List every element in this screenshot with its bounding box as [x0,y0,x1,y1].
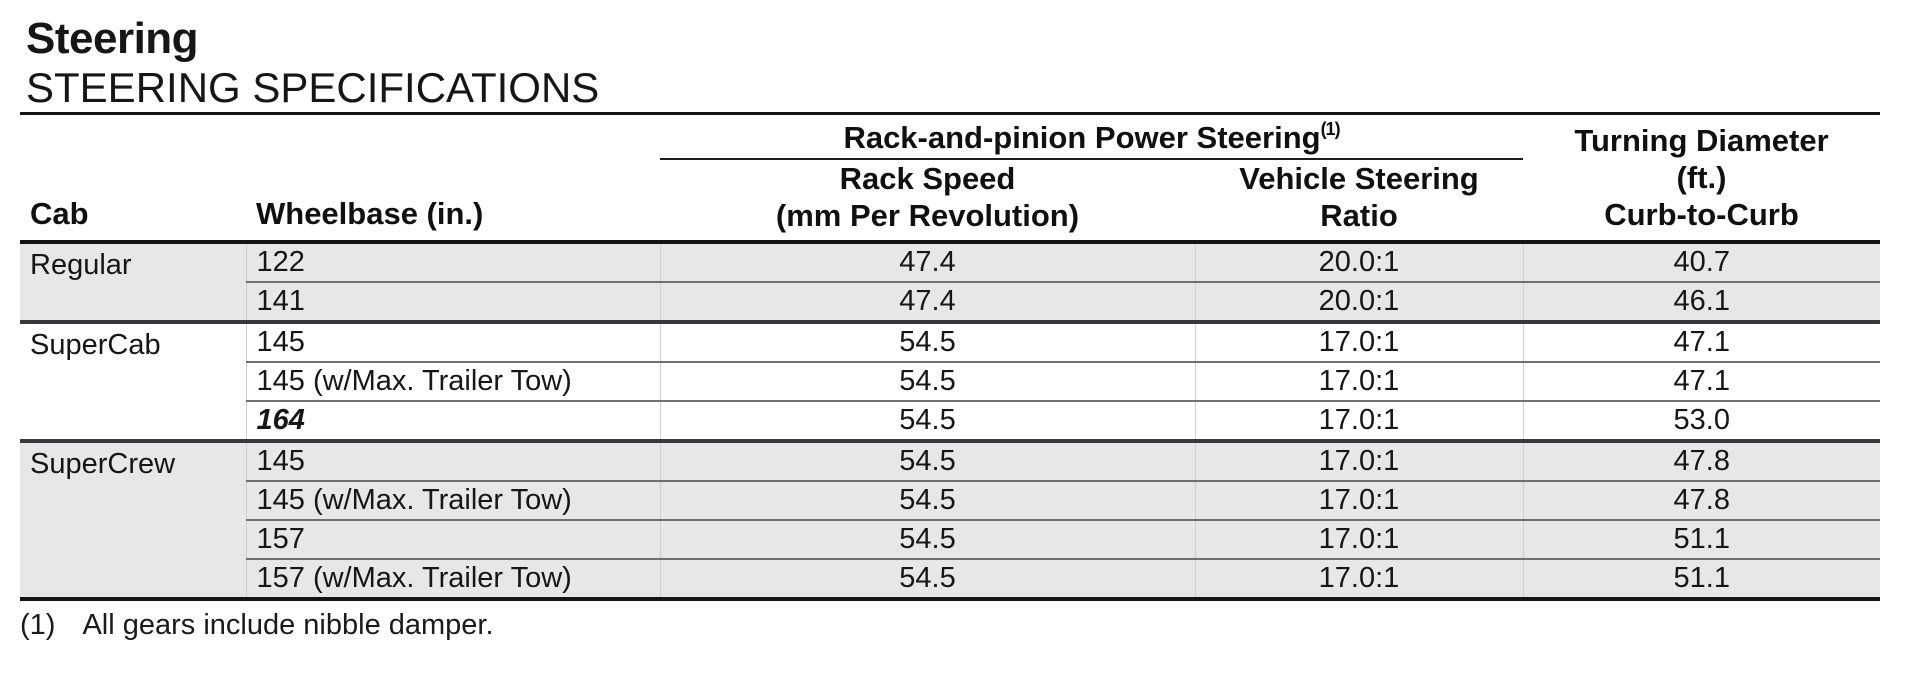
cell-steering-ratio: 17.0:1 [1194,399,1523,441]
cell-rack-speed: 47.4 [659,280,1195,322]
cell-cab-supercrew: SuperCrew [20,438,246,599]
steering-specifications-table: Rack-and-pinion Power Steering(1) Turnin… [20,112,1880,601]
column-header-rack-speed: Rack Speed (mm Per Revolution) [660,158,1195,244]
cell-wheelbase: 122 [245,241,660,282]
cell-rack-speed: 54.5 [659,438,1195,481]
table-row: SuperCab 145 54.5 17.0:1 47.1 [20,319,1880,441]
column-header-steering-ratio: Vehicle Steering Ratio [1195,158,1523,244]
cell-steering-ratio: 17.0:1 [1194,319,1523,362]
document-page: Steering STEERING SPECIFICATIONS Rack-an… [20,14,1906,642]
cell-turning-diameter: 47.1 [1522,319,1880,362]
cell-steering-ratio: 17.0:1 [1194,479,1523,520]
cell-rack-speed: 54.5 [659,399,1195,441]
footnote: (1) All gears include nibble damper. [20,609,1906,642]
cell-rack-speed: 54.5 [659,518,1195,559]
cell-wheelbase: 157 [245,518,660,559]
cell-wheelbase: 141 [245,280,660,322]
header-group-row: Rack-and-pinion Power Steering(1) Turnin… [20,113,1880,244]
cell-turning-diameter: 51.1 [1522,518,1880,559]
column-group-label: Rack-and-pinion Power Steering [843,119,1321,155]
column-header-cab: Cab [20,158,246,244]
footnote-text: All gears include nibble damper. [82,608,494,641]
table-body: Regular 122 47.4 20.0:1 40.7 141 47.4 20… [20,241,1880,599]
table-row: 164 54.5 17.0:1 53.0 [20,399,1880,441]
cell-rack-speed: 54.5 [659,319,1195,362]
header-columns-row: Cab Wheelbase (in.) Rack Speed (mm Per R… [20,158,1880,244]
cell-cab-supercab: SuperCab [20,319,246,441]
table-row: 157 54.5 17.0:1 51.1 [20,518,1880,559]
cell-rack-speed: 54.5 [659,479,1195,520]
table-row: 141 47.4 20.0:1 46.1 [20,280,1880,322]
column-group-header-rack-and-pinion: Rack-and-pinion Power Steering(1) [660,113,1523,160]
steering-ratio-label-line2: Ratio [1320,197,1398,233]
table-row: Regular 122 47.4 20.0:1 40.7 [20,241,1880,322]
cell-steering-ratio: 17.0:1 [1194,438,1523,481]
table-row: 145 (w/Max. Trailer Tow) 54.5 17.0:1 47.… [20,360,1880,401]
footnote-reference: (1) [1320,118,1341,139]
steering-ratio-label-line1: Vehicle Steering [1239,160,1479,196]
cell-steering-ratio: 17.0:1 [1194,518,1523,559]
footnote-marker: (1) [20,608,56,641]
page-title: Steering [26,14,199,63]
cell-turning-diameter: 47.1 [1522,360,1880,401]
rack-speed-label-line1: Rack Speed [839,160,1016,196]
cell-turning-diameter: 51.1 [1522,557,1880,599]
cell-turning-diameter: 53.0 [1522,399,1880,441]
cell-turning-diameter: 47.8 [1522,479,1880,520]
cell-steering-ratio: 20.0:1 [1194,280,1523,322]
cell-wheelbase: 145 (w/Max. Trailer Tow) [245,360,660,401]
column-header-turning-diameter: Turning Diameter (ft.) Curb-to-Curb [1523,113,1880,244]
rack-speed-label-line2: (mm Per Revolution) [775,197,1080,233]
cell-wheelbase: 145 (w/Max. Trailer Tow) [245,479,660,520]
cell-wheelbase: 157 (w/Max. Trailer Tow) [245,557,660,599]
cell-wheelbase: 145 [245,319,660,362]
table-row: 157 (w/Max. Trailer Tow) 54.5 17.0:1 51.… [20,557,1880,599]
turning-diameter-label-line3: Curb-to-Curb [1604,197,1799,232]
cell-steering-ratio: 17.0:1 [1194,360,1523,401]
cell-wheelbase-emphasized: 164 [245,399,660,441]
cell-turning-diameter: 46.1 [1522,280,1880,322]
table-title: STEERING SPECIFICATIONS [26,64,600,112]
cell-steering-ratio: 20.0:1 [1194,241,1523,282]
turning-diameter-label-line2: (ft.) [1676,160,1727,195]
cell-rack-speed: 54.5 [659,360,1195,401]
cell-turning-diameter: 47.8 [1522,438,1880,481]
cell-turning-diameter: 40.7 [1522,241,1880,282]
table-header: Rack-and-pinion Power Steering(1) Turnin… [20,113,1880,244]
table-row: SuperCrew 145 54.5 17.0:1 47.8 [20,438,1880,599]
cell-wheelbase: 145 [245,438,660,481]
table-row: 145 (w/Max. Trailer Tow) 54.5 17.0:1 47.… [20,479,1880,520]
cell-cab-regular: Regular [20,241,246,322]
cell-steering-ratio: 17.0:1 [1194,557,1523,599]
cell-rack-speed: 54.5 [659,557,1195,599]
cell-rack-speed: 47.4 [659,241,1195,282]
column-header-wheelbase: Wheelbase (in.) [246,158,660,244]
turning-diameter-label-line1: Turning Diameter [1574,123,1829,158]
header-spacer [20,114,660,159]
